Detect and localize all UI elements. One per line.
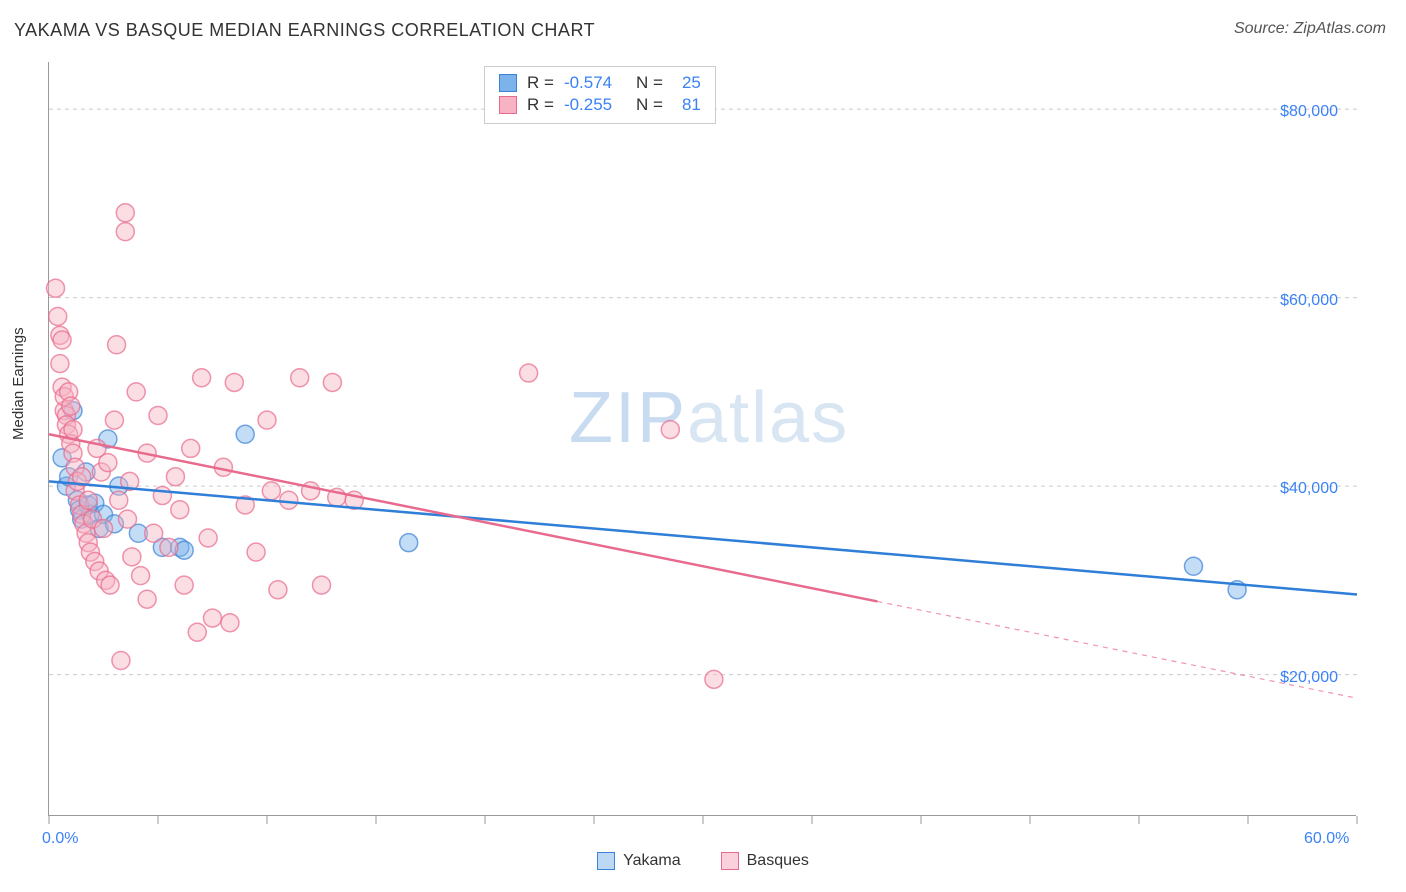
chart-area: ZIPatlas R =-0.574N =25R =-0.255N =81 $2… <box>48 62 1356 816</box>
n-value: 25 <box>673 73 701 93</box>
legend-swatch <box>499 74 517 92</box>
legend-item: Basques <box>721 852 809 870</box>
legend-item: Yakama <box>597 852 681 870</box>
legend-label: Basques <box>747 852 809 870</box>
stats-row: R = -0.255 N = 81 <box>499 95 701 115</box>
y-axis-label: Median Earnings <box>10 327 27 440</box>
n-value: 81 <box>673 95 701 115</box>
chart-svg <box>49 62 1357 816</box>
legend-label: Yakama <box>623 852 681 870</box>
y-tick-label: $20,000 <box>1280 669 1338 687</box>
r-label: R = <box>527 95 554 115</box>
stats-legend-box: R = -0.574 N = 25 R = -0.255 N = 81 <box>484 66 716 124</box>
x-tick-label: 60.0% <box>1304 830 1349 848</box>
y-tick-label: $80,000 <box>1280 103 1338 121</box>
source-label: Source: ZipAtlas.com <box>1234 20 1386 38</box>
legend-swatch <box>721 852 739 870</box>
y-tick-label: $40,000 <box>1280 480 1338 498</box>
bottom-legend: Yakama Basques <box>0 852 1406 870</box>
y-tick-label: $60,000 <box>1280 292 1338 310</box>
legend-swatch <box>597 852 615 870</box>
r-label: R = <box>527 73 554 93</box>
n-label: N = <box>636 73 663 93</box>
legend-swatch <box>499 96 517 114</box>
r-value: -0.255 <box>564 95 626 115</box>
r-value: -0.574 <box>564 73 626 93</box>
x-tick-label: 0.0% <box>42 830 78 848</box>
stats-row: R = -0.574 N = 25 <box>499 73 701 93</box>
n-label: N = <box>636 95 663 115</box>
chart-title: YAKAMA VS BASQUE MEDIAN EARNINGS CORRELA… <box>14 20 595 41</box>
